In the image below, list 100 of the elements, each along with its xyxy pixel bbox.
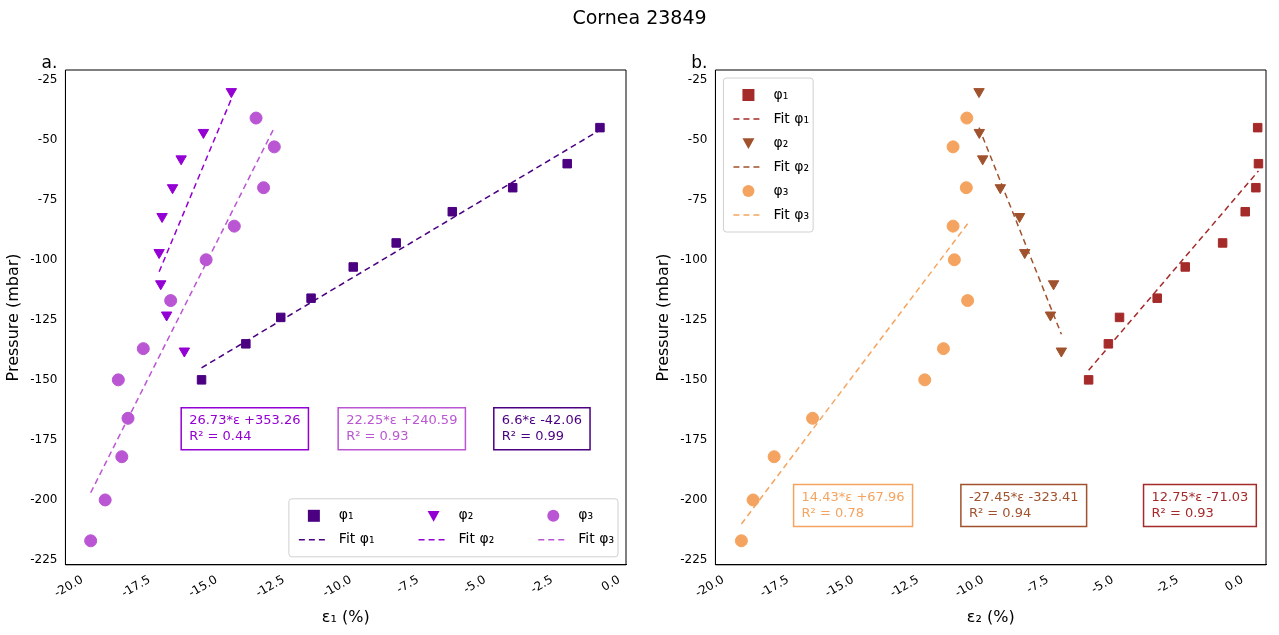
y-tick-label: -100 — [30, 251, 58, 266]
point — [767, 450, 781, 464]
y-tick-label: -225 — [680, 552, 708, 567]
y-tick-label: -225 — [30, 552, 58, 567]
point — [1047, 280, 1060, 291]
x-tick-label: -17.5 — [118, 572, 153, 600]
point — [918, 373, 932, 387]
chart-title: Cornea 23849 — [571, 6, 708, 28]
point — [136, 342, 150, 356]
point — [994, 184, 1007, 195]
x-tick-label: -2.5 — [527, 572, 556, 597]
y-tick-label: -200 — [680, 492, 708, 507]
x-tick-label: -5.0 — [460, 572, 489, 597]
legend-label: φ₁ — [773, 85, 789, 102]
y-tick-label: -125 — [680, 311, 708, 326]
annotation: 12.75*ε -71.03 R² = 0.93 — [1151, 488, 1249, 520]
point — [507, 182, 518, 193]
point — [225, 88, 238, 99]
point — [164, 294, 178, 308]
y-tick-label: -25 — [37, 71, 58, 86]
point — [227, 219, 241, 233]
legend-label: Fit φ₁ — [773, 109, 810, 126]
x-tick-label: -12.5 — [252, 572, 287, 600]
point — [562, 158, 572, 169]
point — [166, 184, 179, 195]
x-tick-label: -10.0 — [320, 572, 354, 600]
point — [178, 347, 191, 358]
point — [199, 253, 213, 267]
point — [1055, 347, 1068, 358]
y-tick-label: -150 — [680, 371, 708, 386]
y-axis-title: Pressure (mbar) — [652, 253, 672, 382]
point — [1019, 249, 1031, 260]
y-tick-label: -150 — [30, 371, 58, 386]
x-tick-label: -2.5 — [1153, 572, 1181, 597]
point — [196, 375, 207, 385]
legend-label: φ₁ — [338, 506, 354, 523]
annotation: -27.45*ε -323.41 R² = 0.94 — [968, 488, 1079, 520]
point — [973, 128, 985, 139]
x-axis-title: ε₁ (%) — [321, 606, 370, 626]
point — [959, 181, 973, 195]
point — [734, 534, 748, 548]
point — [447, 206, 458, 217]
annotation: 14.43*ε +67.96 R² = 0.78 — [801, 488, 905, 520]
point — [976, 155, 989, 166]
point — [1240, 206, 1250, 217]
x-tick-label: -5.0 — [1088, 572, 1116, 597]
point — [947, 253, 961, 267]
point — [936, 342, 950, 356]
point — [197, 128, 210, 139]
point — [153, 249, 165, 260]
point — [348, 262, 358, 272]
x-tick-label: -20.0 — [692, 572, 727, 600]
point — [946, 219, 960, 233]
chart-subtitle: a. — [41, 51, 58, 72]
point — [1103, 339, 1114, 349]
x-tick-label: 0.0 — [1222, 572, 1246, 594]
point — [156, 213, 168, 224]
point — [111, 373, 125, 387]
point — [806, 411, 820, 425]
x-tick-label: -15.0 — [185, 572, 220, 600]
point — [257, 181, 271, 195]
legend-label: Fit φ₁ — [338, 530, 375, 547]
point — [973, 88, 985, 99]
point — [276, 312, 286, 323]
x-tick-label: -7.5 — [393, 572, 421, 597]
point — [267, 140, 281, 154]
legend-label: Fit φ₃ — [773, 205, 810, 222]
y-tick-label: -25 — [687, 71, 708, 86]
point — [1083, 375, 1094, 385]
point — [249, 111, 263, 125]
x-tick-label: -20.0 — [51, 572, 86, 600]
point — [160, 311, 173, 322]
annotation: 22.25*ε +240.59 R² = 0.93 — [346, 412, 458, 444]
point — [98, 493, 112, 507]
point — [961, 294, 975, 308]
y-tick-label: -50 — [37, 131, 58, 146]
chart-subtitle: b. — [691, 51, 708, 72]
y-tick-label: -75 — [37, 191, 58, 206]
y-axis-title: Pressure (mbar) — [2, 253, 22, 382]
point — [1152, 293, 1162, 303]
y-tick-label: -175 — [30, 432, 58, 447]
point — [1013, 213, 1026, 224]
point — [1044, 311, 1057, 322]
y-tick-label: -75 — [687, 191, 708, 206]
point — [1251, 182, 1261, 193]
legend-label: Fit φ₂ — [458, 530, 495, 547]
annotation: 26.73*ε +353.26 R² = 0.44 — [189, 412, 301, 444]
y-tick-label: -125 — [30, 311, 58, 326]
x-axis-title: ε₂ (%) — [966, 606, 1015, 626]
legend-label: φ₂ — [773, 133, 789, 150]
point — [84, 534, 98, 548]
point — [241, 339, 251, 349]
point — [175, 155, 187, 166]
point — [115, 450, 129, 464]
x-tick-label: -7.5 — [1023, 572, 1051, 597]
annotation: 6.6*ε -42.06 R² = 0.99 — [501, 412, 583, 444]
point — [1253, 158, 1264, 169]
y-tick-label: -200 — [30, 492, 58, 507]
y-tick-label: -100 — [680, 251, 708, 266]
legend-label: Fit φ₂ — [773, 157, 810, 174]
